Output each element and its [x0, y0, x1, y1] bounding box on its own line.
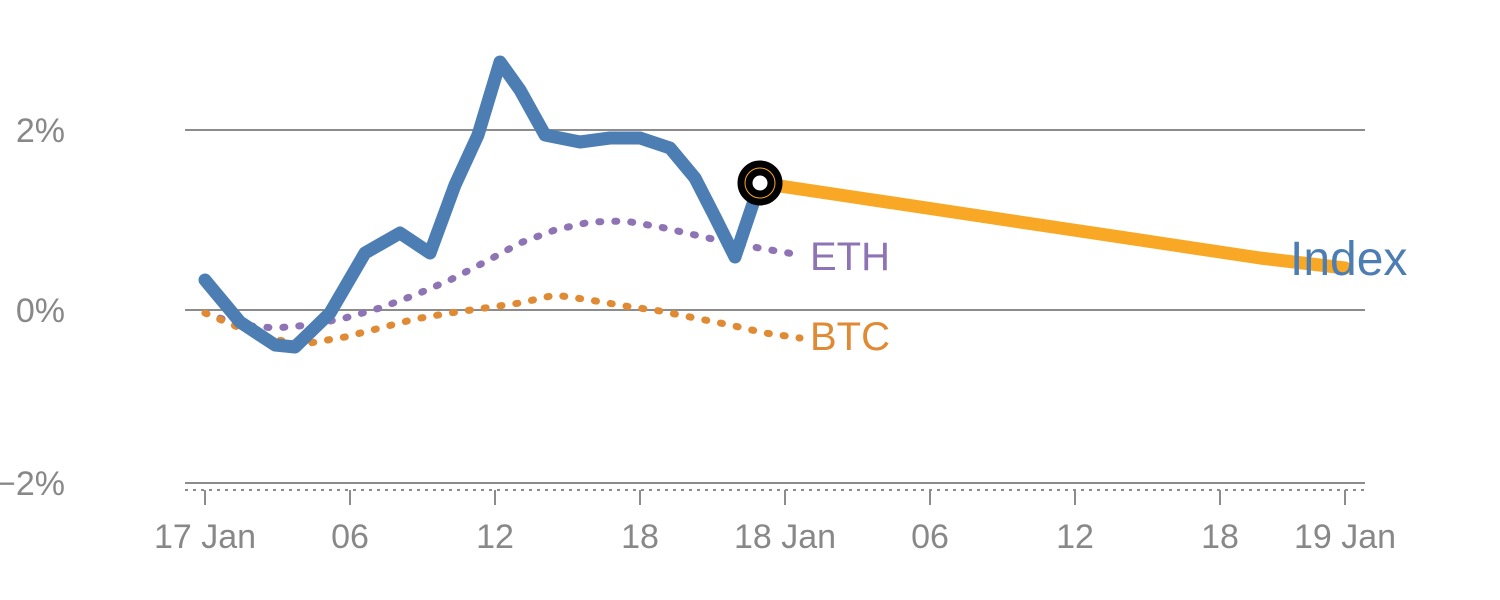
- x-tick-3: 18: [621, 518, 659, 556]
- x-axis-ticks: [205, 490, 1345, 505]
- transition-marker-inner: [749, 172, 771, 194]
- x-tick-1: 06: [331, 518, 369, 556]
- x-tick-6: 12: [1056, 518, 1094, 556]
- x-tick-2: 12: [476, 518, 514, 556]
- eth-inline-label: ETH: [810, 235, 890, 279]
- x-tick-4: 18 Jan: [734, 518, 836, 556]
- x-tick-0: 17 Jan: [154, 518, 256, 556]
- btc-inline-label: BTC: [810, 315, 890, 359]
- x-tick-7: 18: [1201, 518, 1239, 556]
- index-historical-line[interactable]: [205, 62, 760, 347]
- x-tick-5: 06: [911, 518, 949, 556]
- btc-series-line[interactable]: [205, 295, 800, 343]
- x-tick-8: 19 Jan: [1294, 518, 1396, 556]
- index-inline-label: Index: [1290, 233, 1407, 286]
- line-chart: 2% 0% −2% 17 Jan 06 12 18 18 Jan 06 12 1…: [0, 0, 1500, 600]
- y-tick-2pct: 2%: [16, 112, 65, 150]
- eth-series-line[interactable]: [205, 221, 800, 328]
- y-tick-0pct: 0%: [16, 292, 65, 330]
- chart-container: 2% 0% −2% 17 Jan 06 12 18 18 Jan 06 12 1…: [0, 0, 1500, 600]
- y-tick-neg2pct: −2%: [0, 465, 65, 503]
